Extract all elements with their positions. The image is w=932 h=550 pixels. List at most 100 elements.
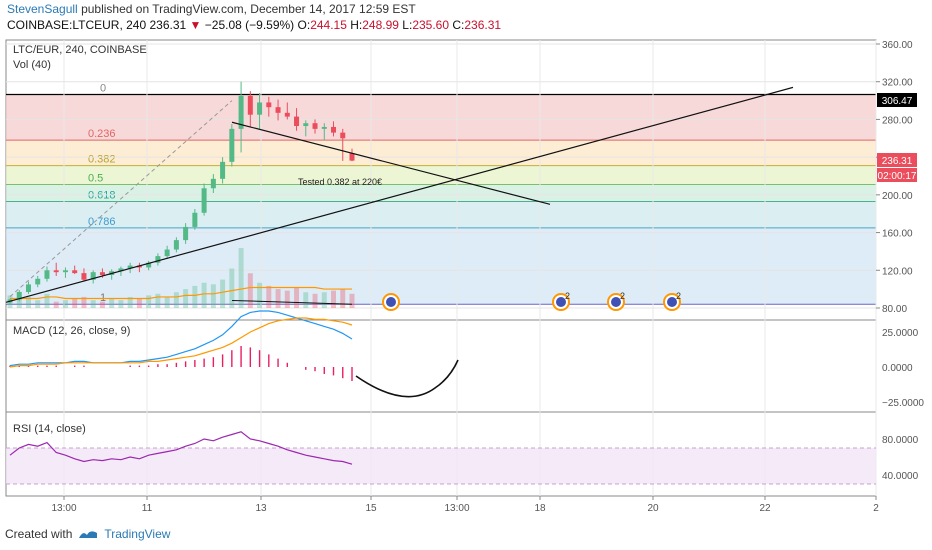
fib-level-label: 0 <box>100 82 106 94</box>
volume-bar <box>136 298 142 308</box>
resistance-trendline <box>231 121 551 205</box>
candle-body <box>220 161 226 179</box>
macd-y-tick-label: 25.0000 <box>882 328 919 339</box>
candle-body <box>25 284 31 292</box>
event-marker-count: 2 <box>565 291 570 301</box>
pane-frame <box>5 319 877 413</box>
fib-level-label: 0.382 <box>88 154 116 166</box>
y-tick-label: 200.00 <box>882 191 913 202</box>
event-marker-core <box>386 297 396 307</box>
candle-body <box>303 123 309 127</box>
event-marker-core <box>667 297 677 307</box>
volume-bar <box>72 298 78 308</box>
volume-bar <box>284 290 290 308</box>
candle-body <box>275 107 281 113</box>
volume-bar <box>118 300 124 308</box>
volume-bar <box>340 289 346 308</box>
y-tick-label: 280.00 <box>882 115 913 126</box>
macd-y-tick-label: −25.0000 <box>882 398 924 409</box>
y-tick-label: 80.00 <box>882 304 907 315</box>
rsi-band <box>6 448 876 484</box>
volume-bar <box>44 293 50 308</box>
macd-pane <box>9 310 459 398</box>
candle-body <box>312 123 318 129</box>
y-tick-label: 120.00 <box>882 266 913 277</box>
fib-zone <box>6 140 876 166</box>
event-marker-count: 2 <box>620 291 625 301</box>
volume-bar <box>201 282 207 308</box>
author-link[interactable]: StevenSagull <box>7 2 78 16</box>
rsi-y-tick-label: 80.0000 <box>882 435 919 446</box>
candle-body <box>35 278 41 285</box>
candle-body <box>229 128 235 162</box>
support-trendline <box>5 86 794 303</box>
x-tick-label: 13:00 <box>444 503 469 514</box>
y-tick-label: 160.00 <box>882 229 913 240</box>
candle-body <box>331 126 337 133</box>
volume-bar <box>183 289 189 308</box>
close-label: C: <box>452 18 465 32</box>
grid <box>6 40 877 496</box>
candle-body <box>146 262 152 268</box>
volume-bar <box>127 296 133 308</box>
symbol-ohlc-line: COINBASE:LTCEUR, 240 236.31 ▼ −25.08 (−9… <box>7 18 501 32</box>
candle-body <box>72 270 78 274</box>
candle-body <box>238 95 244 129</box>
macd-title: MACD (12, 26, close, 9) <box>13 325 130 337</box>
y-tick-label: 320.00 <box>882 78 913 89</box>
price-pane-title: LTC/EUR, 240, COINBASE <box>13 44 147 56</box>
volume-bar <box>238 248 244 308</box>
high-label: H: <box>350 18 363 32</box>
tradingview-logo-icon <box>79 531 98 538</box>
candle-body <box>81 273 87 280</box>
volume-title: Vol (40) <box>13 59 51 71</box>
close-value: 236.31 <box>464 18 502 32</box>
volume-bar <box>109 298 115 308</box>
high-line-label: 306.47 <box>882 96 913 107</box>
low-label: L: <box>402 18 413 32</box>
volume-bar <box>155 293 161 308</box>
fib-level-label: 0.618 <box>88 189 116 201</box>
current-price-label: 236.31 <box>882 156 913 167</box>
open-value: 244.15 <box>310 18 347 32</box>
candle-body <box>349 153 355 161</box>
countdown-label-bg <box>877 168 917 182</box>
x-tick-label: 18 <box>534 503 546 514</box>
change-value: −25.08 (−9.59%) <box>204 18 295 32</box>
candle-body <box>127 265 133 269</box>
symbol-label: COINBASE:LTCEUR, 240 <box>7 18 147 32</box>
volume-bar <box>321 292 327 308</box>
volume-bar <box>220 279 226 308</box>
y-tick-label: 360.00 <box>882 40 913 51</box>
volume-bar <box>173 292 179 308</box>
volume-bar <box>257 282 263 308</box>
rsi-pane <box>6 431 876 485</box>
candle-body <box>284 112 290 117</box>
tradingview-link[interactable]: TradingView <box>104 527 171 541</box>
volume-bar <box>349 293 355 308</box>
drawings[interactable]: 2 2 2 <box>5 86 794 311</box>
candle-body <box>173 240 179 250</box>
volume-bar <box>90 300 96 308</box>
candle-body <box>294 116 300 127</box>
created-with-text: Created with <box>5 527 73 541</box>
countdown-label: 02:00:17 <box>878 171 917 182</box>
annotation-text[interactable]: Tested 0.382 at 220€ <box>298 177 382 187</box>
volume-bar <box>312 293 318 308</box>
fib-level-label: 0.236 <box>88 128 116 140</box>
candle-body <box>118 268 124 272</box>
volume-bar <box>16 298 22 308</box>
candle-body <box>210 178 216 189</box>
low-value: 235.60 <box>412 18 450 32</box>
fib-level-label: 0.786 <box>88 216 116 228</box>
x-tick-label: 13 <box>255 503 267 514</box>
volume-bar <box>331 290 337 308</box>
volume-ma-line <box>10 286 352 300</box>
high-line-label-bg <box>877 93 917 107</box>
footer: Created with TradingView <box>5 527 170 541</box>
volume-bar <box>99 301 105 308</box>
candle-body <box>155 256 161 263</box>
